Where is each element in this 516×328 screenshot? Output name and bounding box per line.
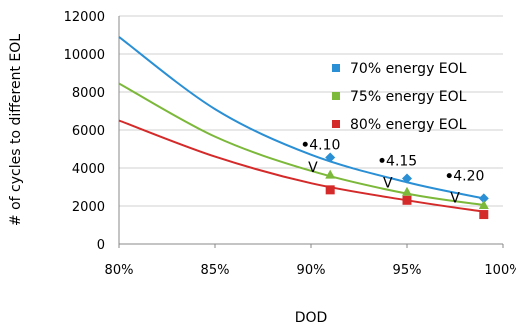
annotation-dot <box>302 141 308 147</box>
annotation-dot <box>379 157 385 163</box>
x-tick-label: 80% <box>105 263 134 278</box>
y-tick-label: 6000 <box>72 124 105 139</box>
data-point <box>402 173 412 184</box>
x-tick-label: 95% <box>393 263 422 278</box>
y-tick-label: 4000 <box>72 162 105 177</box>
annotation-dot <box>446 173 452 179</box>
annotation-label: 4.10 <box>309 137 340 153</box>
data-point <box>478 200 489 210</box>
data-point <box>325 169 336 179</box>
data-point <box>478 193 489 204</box>
data-point <box>479 210 489 220</box>
y-tick-label: 10000 <box>64 48 105 63</box>
legend-label: 70% energy EOL <box>350 61 467 77</box>
data-point <box>325 185 335 195</box>
annotation-arrow: V <box>308 160 318 176</box>
y-tick-label: 8000 <box>72 86 105 101</box>
x-tick-labels: 80% 85% 90% 95% 100% <box>105 263 516 278</box>
annotation-label: 4.20 <box>453 169 484 185</box>
series-markers <box>325 152 489 220</box>
y-tick-labels: 0 2000 4000 6000 8000 10000 12000 <box>64 10 105 253</box>
annotation-label: 4.15 <box>386 153 417 169</box>
x-axis-title: DOD <box>295 310 328 326</box>
y-tick-label: 12000 <box>64 10 105 25</box>
y-tick-label: 2000 <box>72 200 105 215</box>
legend-swatch <box>332 92 340 100</box>
x-tick-label: 85% <box>201 263 230 278</box>
data-point <box>402 195 412 205</box>
legend-swatch <box>332 64 340 72</box>
series-line-2 <box>118 82 484 207</box>
axes <box>118 16 504 248</box>
x-tick-label: 90% <box>297 263 326 278</box>
y-axis-title: # of cycles to different EOL <box>8 34 24 226</box>
y-tick-label: 0 <box>97 238 105 253</box>
legend: 70% energy EOL 75% energy EOL 80% energy E… <box>332 61 467 133</box>
annotation-arrow: V <box>450 191 460 207</box>
data-point <box>325 152 336 163</box>
x-tick-label: 100% <box>484 263 516 278</box>
annotation-arrow: V <box>383 175 393 191</box>
legend-label: 80% energy EOL <box>350 117 467 133</box>
legend-label: 75% energy EOL <box>350 89 467 105</box>
data-point <box>402 186 412 196</box>
series-line-1 <box>118 36 485 200</box>
series-curves <box>118 36 485 213</box>
voltage-annotations: 4.10 4.15 4.20 V V V <box>302 137 484 207</box>
gridlines <box>119 15 503 245</box>
series-line-3 <box>118 119 484 213</box>
legend-swatch <box>332 120 340 128</box>
